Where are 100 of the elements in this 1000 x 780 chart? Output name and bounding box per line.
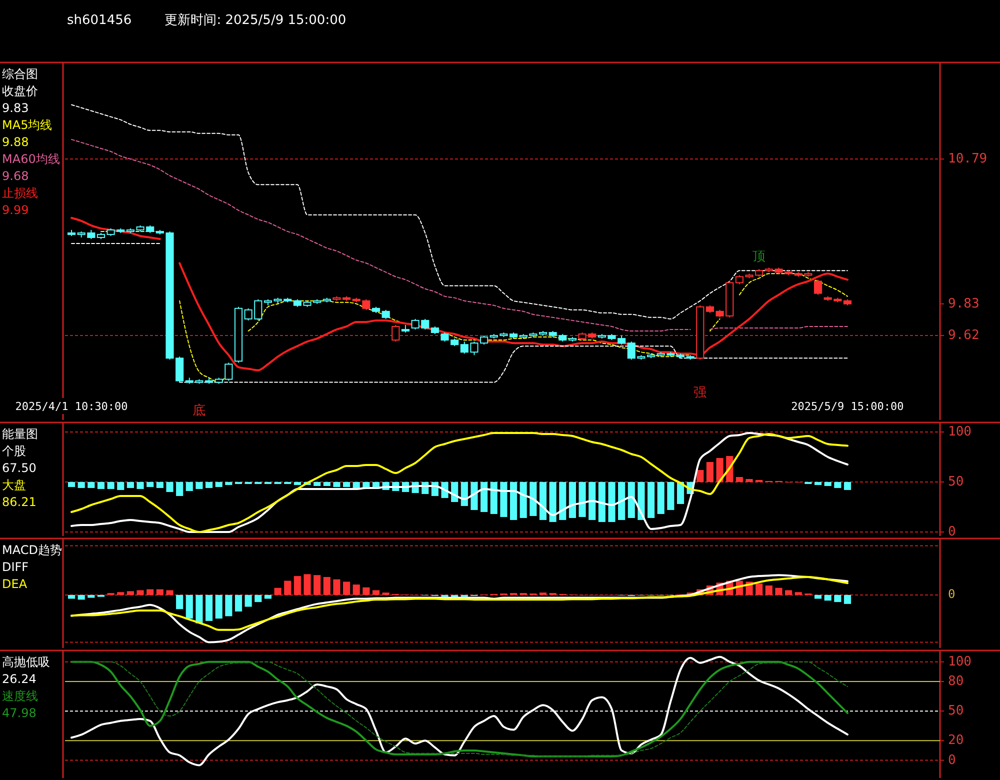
chart-title: 综合图 bbox=[2, 67, 38, 81]
line-series bbox=[70, 432, 848, 533]
bar bbox=[323, 482, 330, 486]
annotation: 强 bbox=[694, 385, 707, 400]
bar bbox=[480, 482, 488, 512]
bar bbox=[834, 482, 842, 488]
bar bbox=[824, 594, 832, 601]
y-tick-label: 50 bbox=[948, 474, 964, 490]
chart-title: 高抛低吸 bbox=[2, 655, 50, 669]
bar bbox=[706, 462, 714, 482]
bar bbox=[234, 594, 242, 612]
bar bbox=[88, 594, 95, 598]
bar bbox=[166, 482, 174, 492]
bar bbox=[736, 477, 743, 482]
bar bbox=[274, 588, 282, 595]
bar bbox=[68, 594, 76, 599]
bar bbox=[343, 482, 350, 487]
bar bbox=[794, 592, 802, 595]
bar bbox=[372, 590, 380, 595]
bar bbox=[539, 482, 547, 520]
bar bbox=[814, 482, 822, 485]
y-tick-label: 9.83 bbox=[948, 296, 980, 312]
bar bbox=[156, 482, 164, 488]
bar bbox=[294, 576, 301, 595]
bar bbox=[352, 482, 360, 488]
bar bbox=[117, 482, 124, 490]
line-series bbox=[71, 104, 848, 320]
bar bbox=[756, 584, 763, 595]
bar bbox=[648, 482, 655, 518]
bar bbox=[205, 594, 213, 621]
bar bbox=[598, 482, 606, 522]
bar bbox=[88, 482, 95, 488]
bar bbox=[834, 594, 842, 602]
bar bbox=[254, 594, 262, 602]
bar bbox=[844, 594, 852, 604]
bar bbox=[470, 482, 478, 510]
text: 9.83 bbox=[2, 101, 29, 115]
text: 速度线 bbox=[2, 689, 38, 703]
bar bbox=[362, 587, 370, 595]
bar bbox=[510, 482, 518, 520]
bar bbox=[117, 592, 124, 595]
text: 26.24 bbox=[2, 672, 36, 686]
bar bbox=[166, 590, 174, 595]
bar bbox=[323, 576, 330, 595]
bar bbox=[107, 482, 114, 489]
chart-title: 能量图 bbox=[2, 427, 38, 441]
y-tick-label: 20 bbox=[948, 733, 964, 748]
chart-subtitle: sh601456 更新时间: 2025/5/9 15:00:00 bbox=[67, 13, 346, 28]
bar bbox=[314, 575, 321, 595]
text: 9.68 bbox=[2, 169, 29, 183]
bar bbox=[676, 482, 684, 504]
y-tick-label: 0 bbox=[948, 524, 956, 540]
bar bbox=[559, 482, 566, 520]
y-tick-label: 100 bbox=[948, 654, 972, 670]
bar bbox=[126, 591, 134, 595]
series-label: MA60均线 bbox=[2, 152, 60, 166]
bar bbox=[304, 574, 311, 595]
candlestick bbox=[392, 324, 400, 342]
bar bbox=[530, 482, 537, 516]
text: 47.98 bbox=[2, 706, 36, 720]
bar bbox=[549, 482, 556, 522]
text: 个股 bbox=[2, 444, 26, 458]
text: 67.50 bbox=[2, 461, 36, 475]
annotation: 顶 bbox=[752, 250, 766, 265]
y-tick-label: 10.79 bbox=[948, 152, 988, 167]
bar bbox=[156, 589, 164, 595]
bar bbox=[333, 579, 340, 595]
bar bbox=[490, 482, 498, 514]
text: 9.88 bbox=[2, 135, 29, 149]
candlestick bbox=[814, 279, 822, 296]
bar bbox=[667, 482, 674, 510]
text: DEA bbox=[2, 577, 28, 591]
text: MA5均线 bbox=[2, 118, 52, 132]
bar bbox=[775, 588, 782, 595]
bar bbox=[176, 594, 184, 610]
bar bbox=[618, 482, 626, 520]
bar bbox=[578, 482, 586, 517]
bar bbox=[294, 482, 301, 485]
x-tick-label: 2025/5/9 15:00:00 bbox=[791, 400, 904, 413]
bar bbox=[460, 482, 468, 506]
y-tick-label: 9.62 bbox=[948, 328, 980, 344]
bar bbox=[176, 482, 184, 496]
text: 止损线 bbox=[2, 186, 38, 200]
bar bbox=[68, 482, 76, 487]
y-tick-label: 0 bbox=[948, 752, 956, 768]
x-tick-label: 2025/4/1 10:30:00 bbox=[15, 400, 128, 413]
bar bbox=[696, 470, 704, 482]
bar bbox=[78, 482, 85, 488]
text: 9.99 bbox=[2, 203, 29, 217]
bar bbox=[97, 482, 105, 489]
bar bbox=[284, 580, 292, 595]
bar bbox=[186, 594, 193, 619]
text: DIFF bbox=[2, 560, 29, 574]
bar bbox=[765, 585, 772, 595]
text: 大盘 bbox=[2, 478, 26, 492]
bar bbox=[333, 482, 340, 487]
bar bbox=[352, 584, 360, 595]
bar bbox=[314, 482, 321, 486]
bar bbox=[146, 482, 154, 487]
bar bbox=[225, 482, 232, 485]
